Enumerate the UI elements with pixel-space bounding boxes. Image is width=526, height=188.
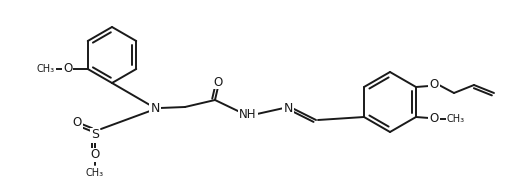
Text: O: O — [429, 112, 439, 126]
Text: O: O — [214, 76, 222, 89]
Text: CH₃: CH₃ — [447, 114, 465, 124]
Text: O: O — [63, 62, 73, 76]
Text: N: N — [150, 102, 160, 114]
Text: N: N — [284, 102, 292, 114]
Text: NH: NH — [239, 108, 257, 121]
Text: S: S — [91, 129, 99, 142]
Text: CH₃: CH₃ — [37, 64, 55, 74]
Text: O: O — [73, 117, 82, 130]
Text: O: O — [90, 149, 99, 161]
Text: O: O — [429, 79, 439, 92]
Text: CH₃: CH₃ — [86, 168, 104, 178]
